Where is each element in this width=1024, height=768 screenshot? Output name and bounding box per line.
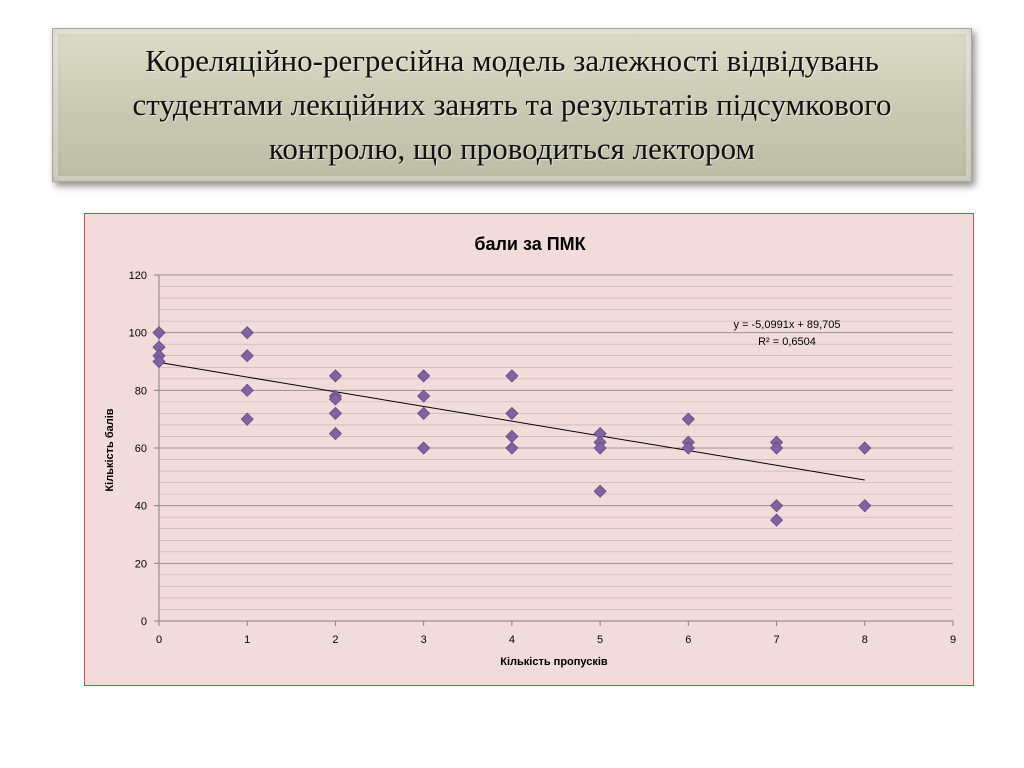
trendline: [158, 361, 865, 481]
chart-area: бали за ПМК 0 20 40 60 80 100 120 0 1 2 3 4 5 6 7 8 9 y…: [84, 213, 974, 686]
scatter-chart: бали за ПМК 0 20 40 60 80 100 120 0 1 2 3 4 5 6 7 8 9 y…: [104, 234, 956, 668]
y-axis-label: Кількість балів: [104, 408, 116, 491]
data-point: [152, 326, 166, 340]
y-tick-labels: 0 20 40 60 80 100 120: [129, 270, 147, 628]
chart-title: бали за ПМК: [474, 234, 586, 254]
data-point: [505, 429, 519, 444]
data-point: [417, 369, 431, 383]
data-point: [858, 499, 872, 513]
data-point: [505, 369, 519, 383]
x-tick-label: 0: [156, 634, 162, 646]
data-point: [769, 513, 784, 527]
data-point: [417, 406, 431, 420]
title-box: Кореляційно-регресійна модель залежності…: [52, 28, 972, 182]
data-point: [858, 441, 872, 455]
x-tick-label: 3: [421, 634, 427, 646]
data-points: [152, 326, 872, 527]
x-tick-label: 5: [597, 634, 603, 646]
data-point: [240, 326, 254, 340]
x-tick-label: 8: [862, 634, 868, 646]
trendline-group: [158, 361, 865, 481]
data-point: [240, 383, 254, 397]
y-tick-label: 120: [129, 270, 147, 282]
x-axis-label: Кількість пропусків: [500, 656, 608, 668]
data-point: [240, 349, 254, 363]
x-tick-label: 6: [685, 634, 691, 646]
gridlines: [159, 274, 953, 610]
slide-title: Кореляційно-регресійна модель залежності…: [132, 43, 892, 166]
data-point: [152, 354, 166, 369]
y-tick-label: 60: [135, 443, 147, 455]
data-point: [769, 441, 784, 455]
data-point: [328, 369, 343, 383]
data-point: [417, 389, 431, 403]
data-point: [505, 406, 519, 420]
x-tick-label: 4: [509, 634, 515, 646]
trendline-r2: R² = 0,6504: [758, 336, 816, 348]
data-point: [593, 484, 607, 498]
data-point: [328, 406, 343, 420]
x-tick-label: 7: [773, 634, 779, 646]
data-point: [328, 392, 343, 406]
trendline-equation: y = -5,0991x + 89,705: [733, 319, 840, 331]
x-tick-labels: 0 1 2 3 4 5 6 7 8 9: [156, 634, 956, 646]
data-point: [417, 441, 431, 455]
data-point: [681, 412, 695, 426]
x-tick-label: 9: [950, 634, 956, 646]
data-point: [328, 427, 343, 441]
y-tick-label: 0: [141, 616, 147, 628]
y-tick-label: 40: [135, 501, 147, 513]
data-point: [681, 441, 695, 455]
data-point: [769, 499, 784, 513]
data-point: [593, 441, 607, 455]
x-tick-label: 1: [244, 634, 250, 646]
data-point: [505, 441, 519, 455]
data-point: [240, 412, 254, 426]
y-tick-label: 20: [135, 558, 147, 570]
y-tick-label: 100: [129, 328, 147, 340]
x-tick-label: 2: [332, 634, 338, 646]
y-tick-label: 80: [135, 385, 147, 397]
